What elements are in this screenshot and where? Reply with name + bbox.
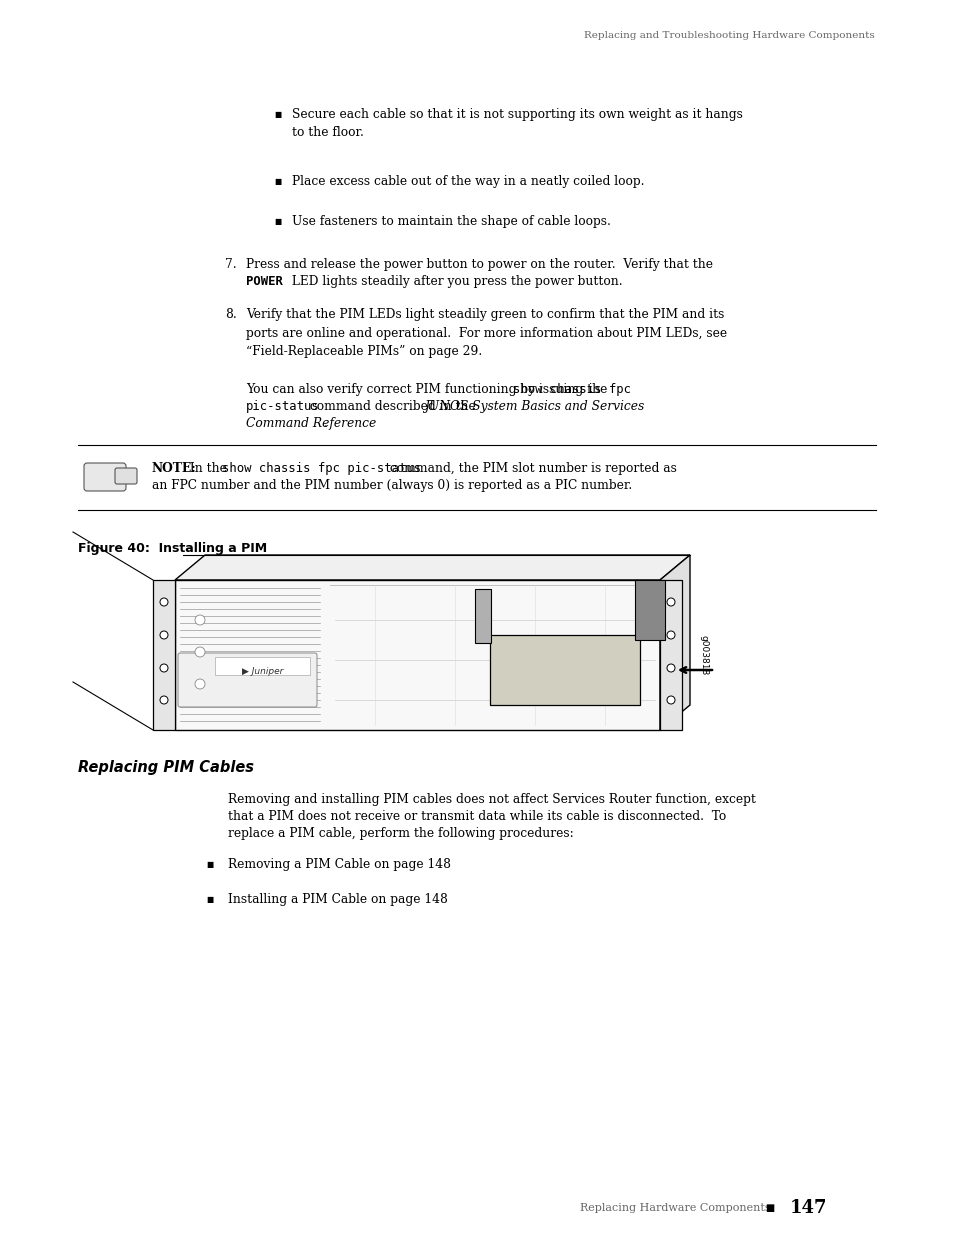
- Circle shape: [194, 647, 205, 657]
- Text: ■: ■: [206, 895, 213, 904]
- Text: command, the PIM slot number is reported as: command, the PIM slot number is reported…: [385, 462, 676, 475]
- Text: show chassis fpc pic-status: show chassis fpc pic-status: [222, 462, 421, 475]
- Text: Replacing and Troubleshooting Hardware Components: Replacing and Troubleshooting Hardware C…: [583, 32, 874, 41]
- Text: 8.: 8.: [225, 308, 236, 321]
- Circle shape: [666, 697, 675, 704]
- Text: JUNOS System Basics and Services: JUNOS System Basics and Services: [423, 400, 643, 412]
- Text: Replacing Hardware Components: Replacing Hardware Components: [579, 1203, 770, 1213]
- Circle shape: [160, 598, 168, 606]
- Text: .: .: [324, 417, 328, 430]
- Text: Installing a PIM Cable on page 148: Installing a PIM Cable on page 148: [228, 893, 447, 906]
- Text: You can also verify correct PIM functioning by issuing the: You can also verify correct PIM function…: [246, 383, 611, 396]
- Polygon shape: [152, 580, 174, 730]
- Text: NOTE:: NOTE:: [152, 462, 196, 475]
- Text: g003818: g003818: [699, 635, 708, 676]
- Circle shape: [160, 631, 168, 638]
- Text: ■: ■: [274, 217, 281, 226]
- Text: that a PIM does not receive or transmit data while its cable is disconnected.  T: that a PIM does not receive or transmit …: [228, 810, 725, 823]
- Polygon shape: [490, 635, 639, 705]
- Text: show chassis fpc: show chassis fpc: [512, 383, 630, 396]
- Circle shape: [666, 631, 675, 638]
- Text: POWER: POWER: [246, 275, 283, 288]
- Circle shape: [160, 664, 168, 672]
- Text: an FPC number and the PIM number (always 0) is reported as a PIC number.: an FPC number and the PIM number (always…: [152, 479, 632, 492]
- Text: LED lights steadily after you press the power button.: LED lights steadily after you press the …: [288, 275, 622, 288]
- Text: Secure each cable so that it is not supporting its own weight as it hangs
to the: Secure each cable so that it is not supp…: [292, 107, 742, 140]
- Text: pic-status: pic-status: [246, 400, 319, 412]
- Polygon shape: [174, 580, 659, 730]
- Text: 7.: 7.: [225, 258, 236, 270]
- Text: Command Reference: Command Reference: [246, 417, 375, 430]
- Text: replace a PIM cable, perform the following procedures:: replace a PIM cable, perform the followi…: [228, 827, 573, 840]
- Circle shape: [194, 615, 205, 625]
- Polygon shape: [659, 580, 681, 730]
- Text: Removing and installing PIM cables does not affect Services Router function, exc: Removing and installing PIM cables does …: [228, 793, 755, 806]
- FancyBboxPatch shape: [115, 468, 137, 484]
- Text: ■: ■: [764, 1203, 774, 1213]
- Text: Replacing PIM Cables: Replacing PIM Cables: [78, 760, 253, 776]
- Text: Use fasteners to maintain the shape of cable loops.: Use fasteners to maintain the shape of c…: [292, 215, 610, 228]
- Text: ■: ■: [274, 110, 281, 119]
- Bar: [214, 657, 310, 676]
- Bar: [635, 580, 664, 640]
- Circle shape: [194, 679, 205, 689]
- FancyBboxPatch shape: [84, 463, 126, 492]
- Polygon shape: [174, 555, 689, 580]
- FancyBboxPatch shape: [178, 653, 316, 706]
- Text: ■: ■: [206, 860, 213, 869]
- Text: In the: In the: [186, 462, 231, 475]
- Text: ■: ■: [274, 177, 281, 186]
- Circle shape: [160, 697, 168, 704]
- Text: Verify that the PIM LEDs light steadily green to confirm that the PIM and its
po: Verify that the PIM LEDs light steadily …: [246, 308, 726, 358]
- Text: 147: 147: [789, 1199, 826, 1216]
- Bar: [475, 589, 491, 643]
- Circle shape: [666, 664, 675, 672]
- Text: Press and release the power button to power on the router.  Verify that the: Press and release the power button to po…: [246, 258, 712, 270]
- Text: ▶ Juniper: ▶ Juniper: [242, 667, 283, 676]
- Polygon shape: [659, 555, 689, 730]
- Text: Removing a PIM Cable on page 148: Removing a PIM Cable on page 148: [228, 858, 451, 871]
- Text: Place excess cable out of the way in a neatly coiled loop.: Place excess cable out of the way in a n…: [292, 175, 644, 188]
- Text: command described in the: command described in the: [306, 400, 479, 412]
- Text: Figure 40:  Installing a PIM: Figure 40: Installing a PIM: [78, 542, 267, 555]
- Circle shape: [666, 598, 675, 606]
